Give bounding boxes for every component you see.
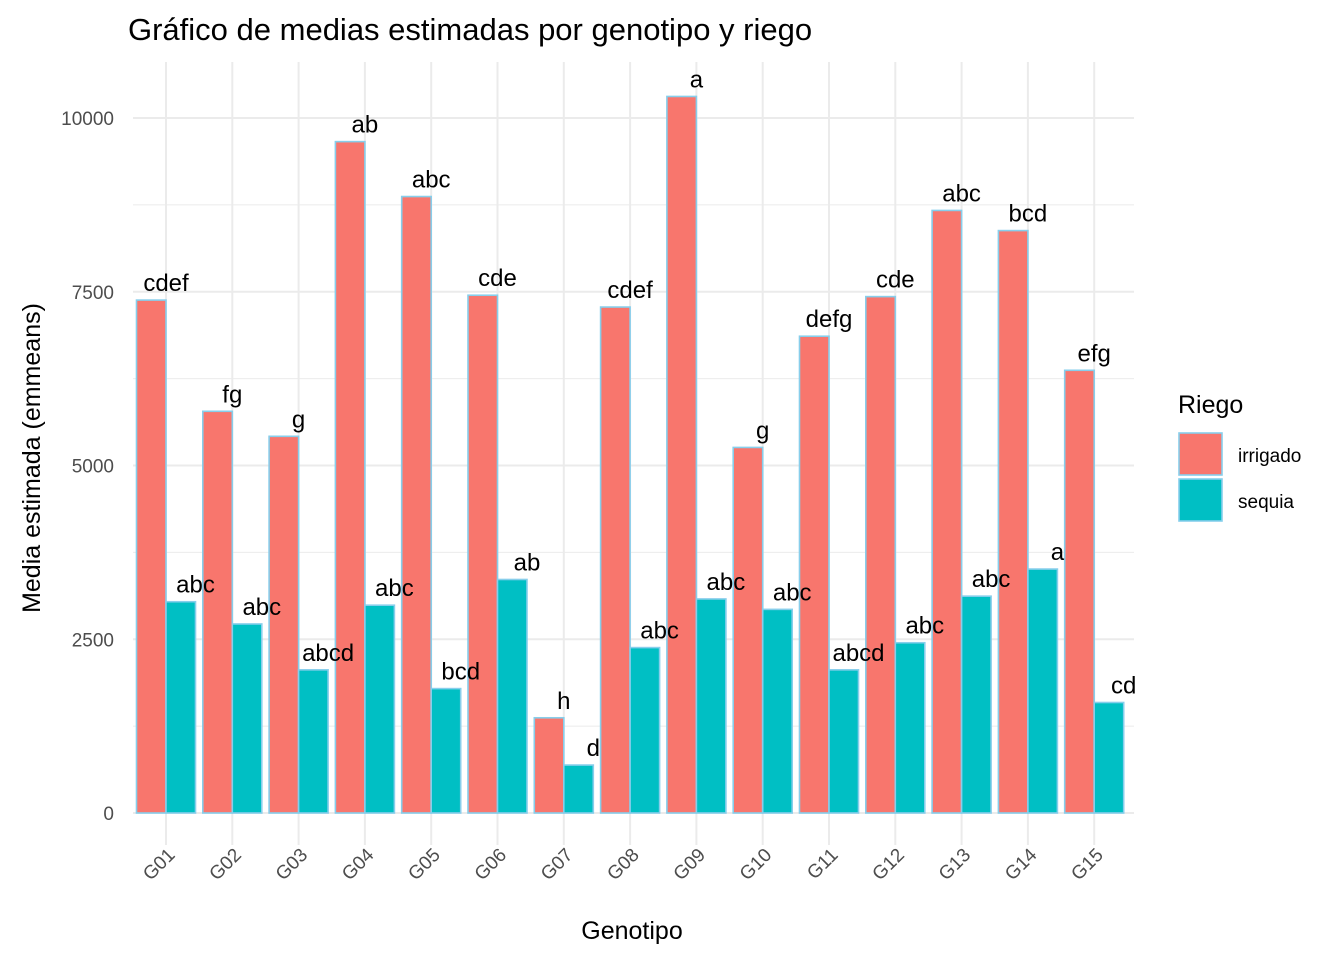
bar-irrigado-G06 bbox=[467, 294, 499, 814]
x-tick-label: G01 bbox=[139, 845, 179, 885]
legend-label-irrigado: irrigado bbox=[1238, 446, 1301, 467]
bar-irrigado-G03 bbox=[268, 435, 300, 814]
bar-label-irrigado-G04: ab bbox=[352, 112, 379, 139]
bar-label-irrigado-G06: cde bbox=[478, 265, 517, 292]
bar-sequia-G03 bbox=[297, 669, 329, 814]
bar-irrigado-G10 bbox=[732, 446, 764, 814]
x-tick-label: G08 bbox=[603, 845, 643, 885]
bar-sequia-G02 bbox=[231, 623, 263, 814]
bar-irrigado-G12 bbox=[864, 295, 897, 814]
bar-sequia-G05 bbox=[430, 687, 462, 814]
bar-label-irrigado-G14: bcd bbox=[1009, 201, 1048, 228]
x-tick-label: G10 bbox=[736, 845, 776, 885]
bar-sequia-G11 bbox=[828, 669, 860, 814]
bar-sequia-G01 bbox=[165, 600, 197, 814]
bar-sequia-G15 bbox=[1093, 701, 1125, 814]
bar-label-irrigado-G08: cdef bbox=[607, 277, 653, 304]
y-tick-label: 5000 bbox=[72, 457, 114, 478]
bar-irrigado-G04 bbox=[334, 140, 366, 814]
bar-sequia-G06 bbox=[496, 578, 528, 814]
bar-sequia-G12 bbox=[894, 641, 926, 814]
bar-label-irrigado-G05: abc bbox=[412, 167, 451, 194]
x-tick-label: G11 bbox=[803, 845, 842, 884]
bar-irrigado-G11 bbox=[798, 335, 830, 814]
x-axis-title: Genotipo bbox=[581, 917, 682, 945]
bar-irrigado-G08 bbox=[599, 306, 631, 814]
y-tick-label: 7500 bbox=[72, 283, 114, 304]
bar-sequia-G07 bbox=[562, 764, 595, 814]
bar-labels: cdeffggababccdehcdefagdefgcdeabcbcdefgab… bbox=[143, 66, 1136, 762]
bar-irrigado-G05 bbox=[400, 195, 433, 814]
bar-label-irrigado-G10: g bbox=[756, 417, 769, 444]
bar-sequia-G13 bbox=[960, 595, 992, 814]
bar-label-sequia-G06: ab bbox=[514, 549, 541, 576]
x-tick-label: G03 bbox=[272, 845, 312, 885]
y-tick-label: 10000 bbox=[61, 109, 114, 130]
bar-sequia-G09 bbox=[695, 598, 727, 814]
x-axis-ticks: G01 G02 G03 G04 G05 G06 G07 G08 G09 G10 G11 G12 G13 G… bbox=[139, 844, 1107, 885]
x-tick-label: G15 bbox=[1067, 845, 1107, 885]
bar-label-sequia-G11: abcd bbox=[832, 640, 884, 667]
x-tick-label: G12 bbox=[869, 845, 909, 885]
bar-label-irrigado-G11: defg bbox=[806, 306, 853, 333]
bars bbox=[135, 95, 1125, 814]
bar-label-irrigado-G12: cde bbox=[876, 267, 915, 294]
x-tick-label: G02 bbox=[206, 845, 246, 885]
bar-label-irrigado-G13: abc bbox=[942, 180, 981, 207]
bar-irrigado-G07 bbox=[533, 716, 565, 814]
bar-sequia-G14 bbox=[1027, 568, 1059, 814]
legend-title: Riego bbox=[1178, 391, 1243, 419]
bar-label-sequia-G09: abc bbox=[707, 569, 746, 596]
bar-label-sequia-G12: abc bbox=[905, 613, 944, 640]
bar-label-sequia-G07: d bbox=[587, 735, 600, 762]
legend-label-sequia: sequia bbox=[1238, 492, 1294, 513]
x-tick-label: G09 bbox=[670, 845, 710, 885]
bar-label-irrigado-G15: efg bbox=[1078, 340, 1111, 367]
x-tick-label: G14 bbox=[1001, 844, 1042, 885]
bar-label-irrigado-G03: g bbox=[292, 406, 305, 433]
bar-label-sequia-G13: abc bbox=[972, 566, 1011, 593]
legend-swatch-irrigado bbox=[1178, 432, 1223, 476]
bar-label-sequia-G04: abc bbox=[375, 575, 414, 602]
bar-label-irrigado-G09: a bbox=[690, 66, 704, 93]
y-tick-label: 2500 bbox=[72, 630, 114, 651]
bar-label-sequia-G14: a bbox=[1051, 539, 1065, 566]
bar-irrigado-G01 bbox=[135, 299, 167, 814]
bar-label-sequia-G15: cd bbox=[1111, 672, 1136, 699]
bar-irrigado-G15 bbox=[1063, 369, 1095, 814]
legend-swatch-sequia bbox=[1178, 478, 1223, 522]
bar-label-sequia-G10: abc bbox=[773, 579, 812, 606]
x-tick-label: G13 bbox=[935, 845, 975, 885]
bar-label-sequia-G03: abcd bbox=[302, 640, 354, 667]
bar-irrigado-G02 bbox=[202, 410, 234, 814]
legend: Riego irrigado sequia bbox=[1178, 391, 1301, 522]
x-tick-label: G04 bbox=[338, 844, 379, 885]
x-tick-label: G07 bbox=[537, 845, 577, 885]
bar-sequia-G04 bbox=[364, 604, 396, 814]
bar-irrigado-G09 bbox=[666, 95, 698, 814]
bar-sequia-G08 bbox=[629, 646, 661, 814]
bar-label-irrigado-G02: fg bbox=[222, 381, 242, 408]
bar-irrigado-G14 bbox=[997, 229, 1029, 814]
x-tick-label: G06 bbox=[471, 845, 511, 885]
x-tick-label: G05 bbox=[404, 845, 444, 885]
y-tick-label: 0 bbox=[103, 804, 114, 825]
bar-label-irrigado-G07: h bbox=[557, 688, 570, 715]
bar-label-irrigado-G01: cdef bbox=[143, 270, 189, 297]
bar-irrigado-G13 bbox=[931, 209, 963, 814]
bar-label-sequia-G08: abc bbox=[640, 618, 679, 645]
chart-title: Gráfico de medias estimadas por genotipo… bbox=[128, 12, 812, 47]
y-axis-ticks: 0 2500 5000 7500 10000 bbox=[61, 109, 114, 825]
bar-label-sequia-G01: abc bbox=[176, 572, 215, 599]
bar-label-sequia-G05: bcd bbox=[441, 659, 480, 686]
y-axis-title: Media estimada (emmeans) bbox=[18, 303, 46, 613]
bar-sequia-G10 bbox=[761, 608, 794, 814]
bar-label-sequia-G02: abc bbox=[242, 594, 281, 621]
